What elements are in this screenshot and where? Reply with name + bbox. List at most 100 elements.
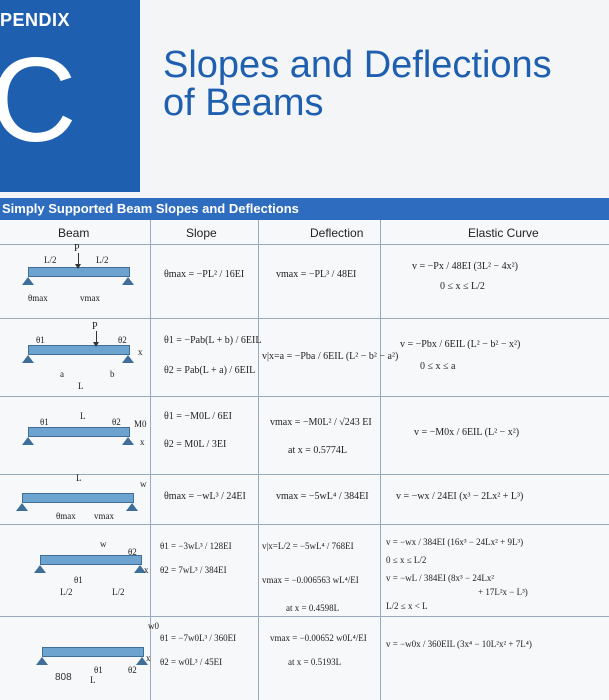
load-arrow (75, 253, 81, 269)
divider (150, 220, 151, 700)
beam-label: L/2 (44, 255, 57, 265)
slope-formula: θ2 = Pab(L + a) / 6EIL (164, 365, 256, 376)
slope-formula: θ1 = −7w0L³ / 360EI (160, 633, 237, 643)
deflection-note: at x = 0.5193L (288, 657, 342, 667)
beam-label: M0 (134, 419, 147, 429)
pin-support (22, 355, 34, 363)
appendix-block: PENDIX C (0, 0, 140, 192)
beam-diagram (40, 555, 142, 565)
beam-label: w0 (148, 621, 159, 631)
table-row: P L/2 L/2 θmax vmax θmax = −PL² / 16EI v… (0, 243, 609, 319)
slope-formula: θmax = −wL³ / 24EI (164, 491, 246, 502)
curve-formula: v = −wx / 384EI (16x³ − 24Lx² + 9L³) (386, 537, 524, 547)
beam-label: θ2 (112, 417, 121, 427)
table-row: L θ1 θ2 M0 x θ1 = −M0L / 6EI θ2 = M0L / … (0, 396, 609, 475)
load-arrow (93, 331, 99, 347)
slope-formula: θ2 = w0L³ / 45EI (160, 657, 223, 667)
roller-support (126, 503, 138, 511)
slope-formula: θmax = −PL² / 16EI (164, 269, 245, 280)
curve-range: L/2 ≤ x < L (386, 601, 428, 611)
beam-label: L/2 (96, 255, 109, 265)
beam-label: θ2 (128, 665, 137, 675)
curve-formula: v = −wx / 24EI (x³ − 2Lx² + L³) (396, 491, 524, 502)
curve-formula: v = −w0x / 360EIL (3x⁴ − 10L²x² + 7L⁴) (386, 639, 532, 649)
beam-label: vmax (80, 293, 100, 303)
page-title: Slopes and Deflections of Beams (163, 46, 552, 122)
beam-label: θ2 (118, 335, 127, 345)
curve-range: 0 ≤ x ≤ L/2 (440, 281, 485, 292)
beam-label: θ1 (40, 417, 49, 427)
col-slope: Slope (186, 226, 217, 240)
deflection-note: at x = 0.4598L (286, 603, 340, 613)
roller-support (122, 437, 134, 445)
beam-label: x (138, 347, 143, 357)
deflection-note: at x = 0.5774L (288, 445, 347, 456)
appendix-label: PENDIX (0, 10, 71, 30)
beam-label: θmax (28, 293, 48, 303)
slope-formula: θ1 = −3wL³ / 128EI (160, 541, 232, 551)
beam-label: b (110, 369, 115, 379)
deflection-formula: vmax = −5wL⁴ / 384EI (276, 491, 369, 502)
col-deflection: Deflection (310, 226, 364, 240)
beam-label: w (140, 479, 147, 489)
divider (380, 220, 381, 700)
table-row: P θ1 θ2 x a b L θ1 = −Pab(L + b) / 6EIL … (0, 318, 609, 397)
curve-formula: v = −Pbx / 6EIL (L² − b² − x²) (400, 339, 521, 350)
beam-label: P (74, 243, 80, 254)
beam-label: w (100, 539, 107, 549)
beam-label: x (144, 565, 149, 575)
beam-label: L (80, 411, 86, 421)
beam-label: vmax (94, 511, 114, 521)
beam-diagram (22, 493, 134, 503)
deflection-formula: vmax = −PL³ / 48EI (276, 269, 357, 280)
deflection-table: Simply Supported Beam Slopes and Deflect… (0, 198, 609, 700)
beam-label: L (78, 381, 84, 391)
beam-label: θ1 (36, 335, 45, 345)
pin-support (22, 437, 34, 445)
roller-support (122, 277, 134, 285)
roller-support (134, 565, 146, 573)
curve-range: 0 ≤ x ≤ a (420, 361, 456, 372)
beam-label: P (92, 321, 98, 332)
beam-diagram (42, 647, 144, 657)
table-header-bar: Simply Supported Beam Slopes and Deflect… (0, 198, 609, 220)
divider (258, 220, 259, 700)
slope-formula: θ2 = 7wL³ / 384EI (160, 565, 227, 575)
appendix-letter: C (0, 33, 77, 167)
table-row: w θ1 θ2 x L/2 L/2 θ1 = −3wL³ / 128EI θ2 … (0, 524, 609, 617)
col-beam: Beam (58, 226, 90, 240)
slope-formula: θ2 = M0L / 3EI (164, 439, 227, 450)
curve-formula: v = −Px / 48EI (3L² − 4x²) (412, 261, 518, 272)
deflection-formula: vmax = −M0L² / √243 EI (270, 417, 372, 428)
pin-support (34, 565, 46, 573)
curve-formula: v = −wL / 384EI (8x³ − 24Lx² (386, 573, 495, 583)
beam-label: θ1 (94, 665, 103, 675)
pin-support (16, 503, 28, 511)
roller-support (136, 657, 148, 665)
col-elastic-curve: Elastic Curve (468, 226, 539, 240)
beam-label: L/2 (60, 587, 73, 597)
table-title: Simply Supported Beam Slopes and Deflect… (2, 201, 299, 216)
deflection-formula: vmax = −0.006563 wL⁴/EI (262, 575, 359, 585)
page-number: 808 (55, 672, 72, 683)
curve-formula: v = −M0x / 6EIL (L² − x²) (414, 427, 520, 438)
beam-label: L/2 (112, 587, 125, 597)
deflection-formula: vmax = −0.00652 w0L⁴/EI (270, 633, 367, 643)
slope-formula: θ1 = −M0L / 6EI (164, 411, 232, 422)
pin-support (36, 657, 48, 665)
pin-support (22, 277, 34, 285)
beam-label: a (60, 369, 64, 379)
curve-formula: + 17L²x − L³) (478, 587, 528, 597)
deflection-formula: v|x=L/2 = −5wL⁴ / 768EI (262, 541, 354, 551)
beam-label: x (140, 437, 145, 447)
deflection-formula: v|x=a = −Pba / 6EIL (L² − b² − a²) (262, 351, 399, 362)
beam-label: θ1 (74, 575, 83, 585)
beam-diagram (28, 427, 130, 437)
title-line-2: of Beams (163, 82, 324, 124)
beam-label: x (146, 653, 151, 663)
beam-label: θ2 (128, 547, 137, 557)
table-row: L w θmax vmax θmax = −wL³ / 24EI vmax = … (0, 473, 609, 525)
slope-formula: θ1 = −Pab(L + b) / 6EIL (164, 335, 262, 346)
beam-label: θmax (56, 511, 76, 521)
curve-range: 0 ≤ x ≤ L/2 (386, 555, 427, 565)
